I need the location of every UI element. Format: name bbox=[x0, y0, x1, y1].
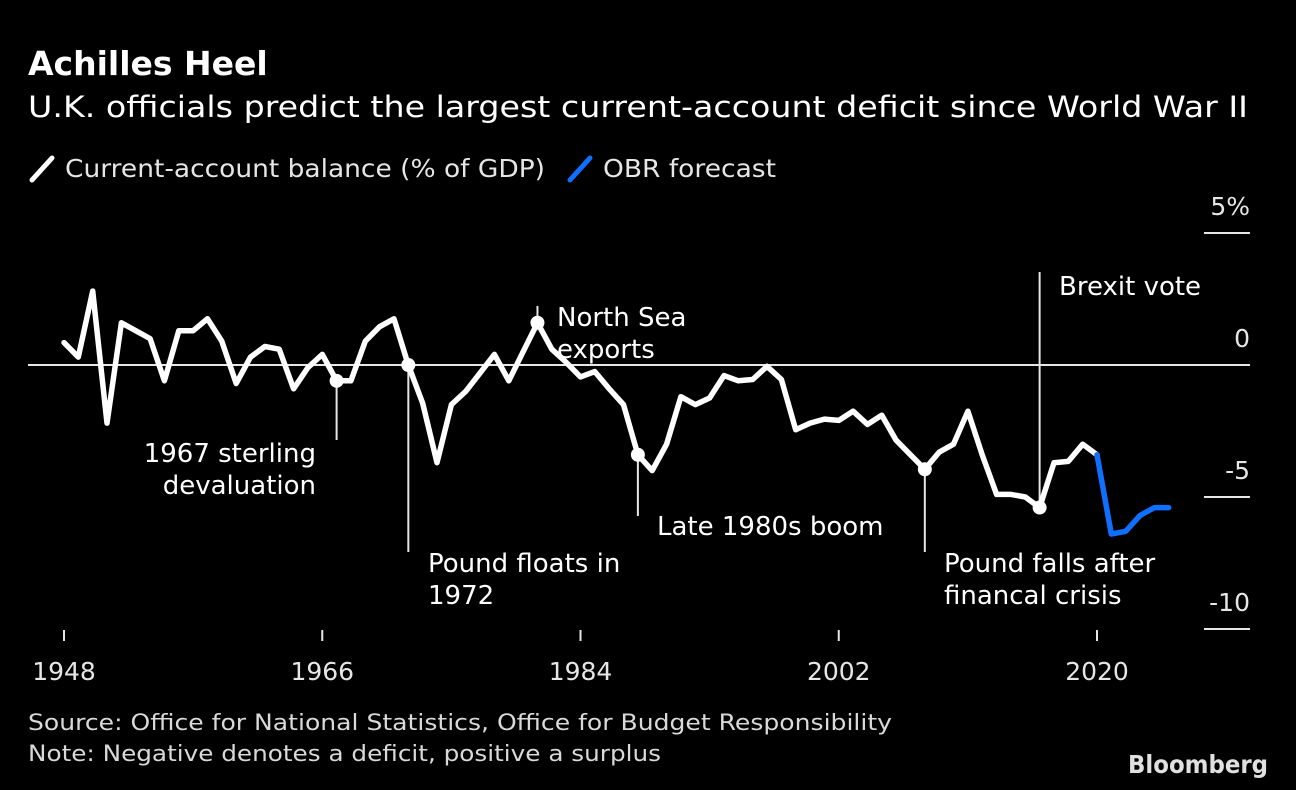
annotation-label: financal crisis bbox=[944, 581, 1122, 611]
annotation-label: North Sea bbox=[557, 303, 686, 333]
footnote: Note: Negative denotes a deficit, positi… bbox=[28, 742, 661, 767]
forecast-line bbox=[1094, 452, 1172, 537]
annotation-dot bbox=[1032, 500, 1047, 515]
annotation-dot bbox=[401, 358, 416, 372]
y-tick-label: 5% bbox=[1210, 192, 1250, 221]
legend-swatch-balance bbox=[29, 155, 55, 183]
annotation-label: Brexit vote bbox=[1059, 272, 1201, 302]
x-tick-label: 2020 bbox=[1065, 657, 1129, 686]
annotation-lines bbox=[335, 272, 1041, 552]
annotation-label: Pound falls after bbox=[944, 549, 1156, 579]
annotation-label: 1967 sterling bbox=[144, 439, 316, 469]
x-tick-label: 1984 bbox=[549, 657, 613, 686]
annotation-dot bbox=[630, 447, 645, 462]
annotation-label: Late 1980s boom bbox=[657, 512, 884, 542]
y-tick-label: -5 bbox=[1225, 456, 1250, 485]
annotation-dot bbox=[329, 373, 344, 388]
legend: Current-account balance (% of GDP) OBR f… bbox=[29, 154, 776, 183]
chart-title: Achilles Heel bbox=[28, 44, 268, 83]
x-tick-label: 1966 bbox=[290, 657, 354, 686]
legend-swatch-forecast bbox=[567, 155, 593, 183]
annotation-label: devaluation bbox=[163, 471, 316, 501]
x-tick-label: 2002 bbox=[807, 657, 871, 686]
annotation-dot bbox=[917, 462, 932, 477]
annotation-label: 1972 bbox=[428, 581, 494, 611]
annotation-label: exports bbox=[557, 335, 655, 365]
legend-label-forecast: OBR forecast bbox=[603, 154, 776, 183]
series bbox=[61, 288, 1172, 537]
annotation-label: Pound floats in bbox=[428, 549, 620, 579]
chart-subtitle: U.K. officials predict the largest curre… bbox=[28, 90, 1248, 124]
x-tick-label: 1948 bbox=[32, 657, 96, 686]
y-tick-label: -10 bbox=[1209, 588, 1250, 617]
bloomberg-logo: Bloomberg bbox=[1128, 750, 1268, 779]
legend-label-balance: Current-account balance (% of GDP) bbox=[65, 154, 545, 183]
source-note: Source: Office for National Statistics, … bbox=[28, 711, 892, 736]
y-tick-label: 0 bbox=[1234, 324, 1250, 353]
annotation-dot bbox=[530, 315, 545, 330]
